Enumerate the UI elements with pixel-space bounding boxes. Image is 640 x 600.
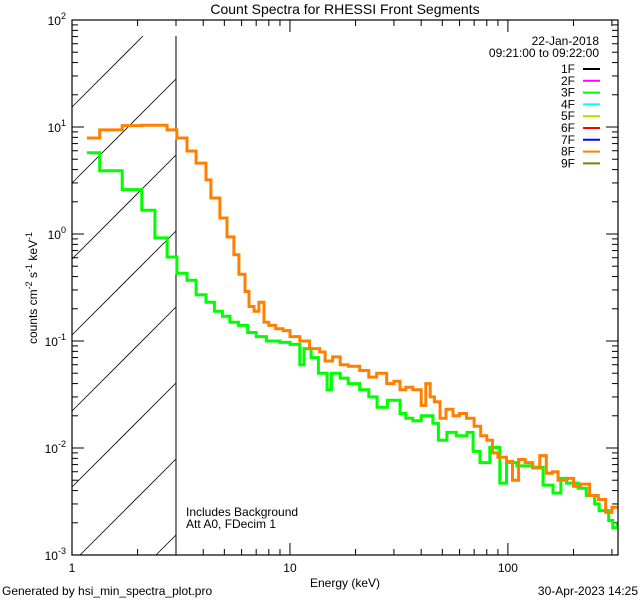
hatch-line [71, 230, 177, 336]
plot-frame [71, 19, 619, 556]
annotation-attenuator: Att A0, FDecim 1 [186, 517, 276, 531]
chart-title: Count Spectra for RHESSI Front Segments [210, 1, 479, 17]
hatch-line [71, 306, 177, 412]
series-3F [86, 151, 618, 530]
legend-label-2F: 2F [561, 74, 575, 88]
x-axis-label: Energy (keV) [310, 576, 380, 590]
hatch-line [71, 35, 144, 108]
y-tick-label: 102 [48, 11, 66, 28]
y-axis-label: counts cm-2 s-1 keV-1 [24, 232, 40, 344]
hatch-line [79, 458, 177, 556]
hatch-line [71, 78, 177, 184]
legend-label-7F: 7F [561, 133, 575, 147]
y-tick-label: 10-1 [45, 332, 66, 349]
legend-label-9F: 9F [561, 156, 575, 170]
y-tick-label: 10-2 [45, 439, 66, 456]
x-tick-label: 1 [69, 561, 76, 575]
annotation-background: Includes Background [186, 505, 298, 519]
legend-label-6F: 6F [561, 121, 575, 135]
legend-time-range: 09:21:00 to 09:22:00 [489, 46, 599, 60]
x-tick-label: 10 [283, 561, 297, 575]
legend-label-8F: 8F [561, 145, 575, 159]
legend-label-1F: 1F [561, 62, 575, 76]
legend-label-4F: 4F [561, 97, 575, 111]
legend-label-3F: 3F [561, 86, 575, 100]
y-tick-label: 101 [48, 118, 66, 135]
footer-timestamp: 30-Apr-2023 14:25 [538, 584, 638, 598]
hatch-line [71, 382, 177, 488]
legend-label-5F: 5F [561, 109, 575, 123]
x-tick-label: 100 [498, 561, 518, 575]
footer-generated-by: Generated by hsi_min_spectra_plot.pro [2, 584, 212, 598]
series-8F [86, 123, 618, 514]
hatch-line [155, 534, 177, 556]
y-tick-label: 100 [48, 225, 66, 242]
y-tick-label: 10-3 [45, 546, 66, 563]
excluded-region-hatch [71, 35, 177, 556]
hatch-line [71, 154, 177, 260]
legend-date: 22-Jan-2018 [532, 34, 600, 48]
